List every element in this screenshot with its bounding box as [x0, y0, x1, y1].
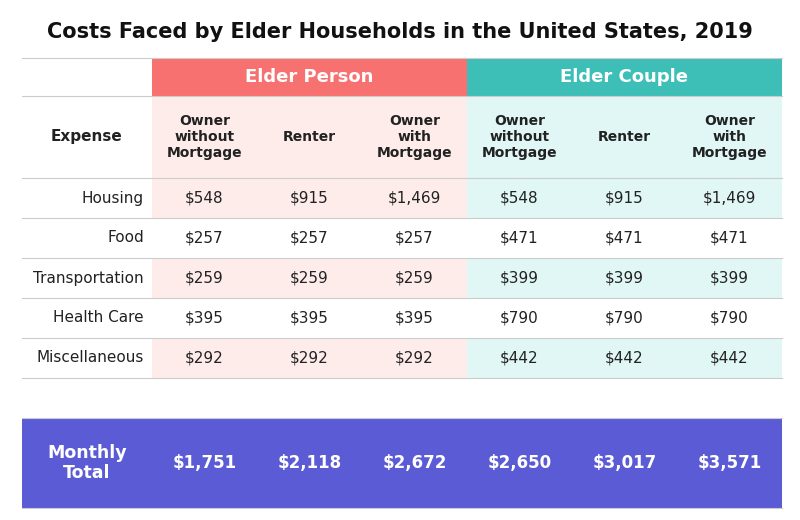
Text: $2,650: $2,650	[487, 454, 551, 472]
Text: $257: $257	[395, 230, 434, 245]
Text: Expense: Expense	[51, 129, 123, 145]
Text: $1,751: $1,751	[173, 454, 237, 472]
Bar	[467, 58, 782, 96]
Text: $442: $442	[605, 350, 644, 366]
Text: $399: $399	[500, 270, 539, 285]
Text: Owner
without
Mortgage: Owner without Mortgage	[482, 114, 558, 160]
Text: Owner
with
Mortgage: Owner with Mortgage	[377, 114, 452, 160]
Text: $790: $790	[605, 310, 644, 326]
Text: Renter: Renter	[283, 130, 336, 144]
Bar	[467, 96, 782, 178]
Text: Owner
without
Mortgage: Owner without Mortgage	[166, 114, 242, 160]
Text: $915: $915	[290, 190, 329, 205]
Bar	[152, 338, 467, 378]
Text: Elder Person: Elder Person	[246, 68, 374, 86]
Text: $292: $292	[395, 350, 434, 366]
Text: $915: $915	[605, 190, 644, 205]
Text: $2,672: $2,672	[382, 454, 446, 472]
Text: $1,469: $1,469	[703, 190, 756, 205]
Text: $548: $548	[500, 190, 539, 205]
Text: $790: $790	[500, 310, 539, 326]
Text: $259: $259	[290, 270, 329, 285]
Text: $790: $790	[710, 310, 749, 326]
Text: Transportation: Transportation	[34, 270, 144, 285]
Text: Food: Food	[107, 230, 144, 245]
Text: $257: $257	[185, 230, 224, 245]
Text: $1,469: $1,469	[388, 190, 441, 205]
Text: $259: $259	[185, 270, 224, 285]
Text: Costs Faced by Elder Households in the United States, 2019: Costs Faced by Elder Households in the U…	[47, 22, 753, 42]
Text: Miscellaneous: Miscellaneous	[37, 350, 144, 366]
Bar	[152, 96, 467, 178]
Text: $257: $257	[290, 230, 329, 245]
Text: Elder Couple: Elder Couple	[561, 68, 689, 86]
Text: $3,571: $3,571	[698, 454, 762, 472]
Text: Housing: Housing	[82, 190, 144, 205]
Text: $471: $471	[710, 230, 749, 245]
Bar	[152, 58, 467, 96]
Text: $395: $395	[395, 310, 434, 326]
Text: $471: $471	[500, 230, 539, 245]
Text: Monthly
Total: Monthly Total	[47, 444, 127, 483]
Text: $442: $442	[710, 350, 749, 366]
Bar	[467, 258, 782, 298]
Text: $3,017: $3,017	[592, 454, 657, 472]
Text: $2,118: $2,118	[278, 454, 342, 472]
Text: $399: $399	[710, 270, 749, 285]
Text: Health Care: Health Care	[54, 310, 144, 326]
Text: $395: $395	[290, 310, 329, 326]
Text: Owner
with
Mortgage: Owner with Mortgage	[692, 114, 767, 160]
Text: Renter: Renter	[598, 130, 651, 144]
Bar	[467, 178, 782, 218]
Bar	[467, 338, 782, 378]
Text: $442: $442	[500, 350, 539, 366]
Text: $259: $259	[395, 270, 434, 285]
Text: $292: $292	[185, 350, 224, 366]
Bar	[152, 258, 467, 298]
Text: $292: $292	[290, 350, 329, 366]
Text: $548: $548	[185, 190, 224, 205]
Text: $395: $395	[185, 310, 224, 326]
Bar	[22, 418, 782, 508]
Text: $399: $399	[605, 270, 644, 285]
Bar	[152, 178, 467, 218]
Text: $471: $471	[605, 230, 644, 245]
